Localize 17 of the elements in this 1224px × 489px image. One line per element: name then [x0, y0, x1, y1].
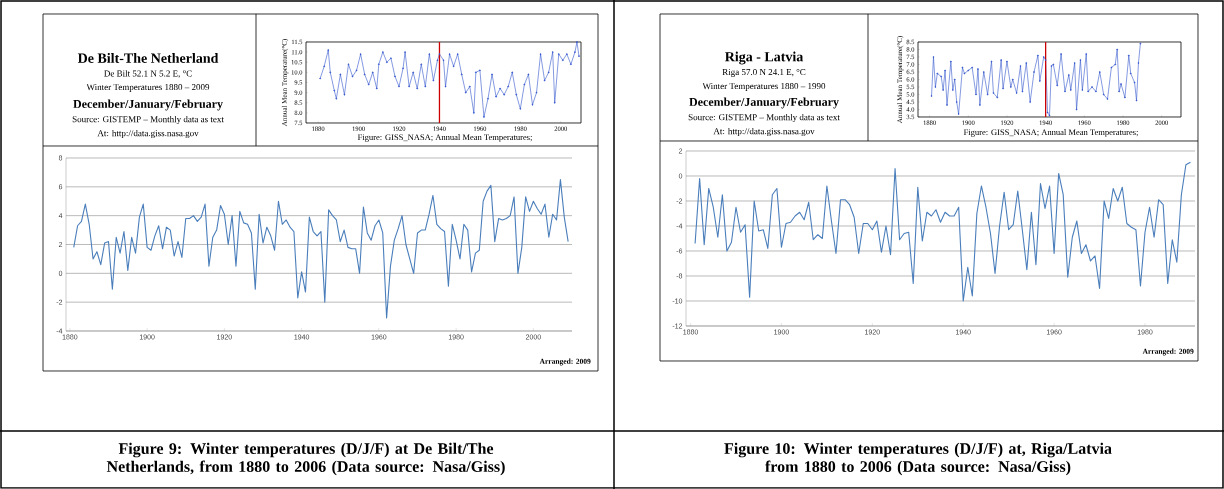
text: Figure: GISS_NASA; Annual Mean Temperatures; [357, 134, 532, 142]
text: Figure: GISS_NASA; Annual Mean Temperatures; [963, 129, 1138, 137]
text: December/January/February [689, 97, 839, 109]
text: Winter Temperatures 1880 – 1990 [702, 83, 826, 91]
text: Winter Temperatures 1880 – 2009 [86, 84, 210, 92]
line-series [694, 161, 1191, 302]
source-note: Source: GISTEMP – Monthly data as text [72, 115, 224, 125]
caption: Figure 9: Winter temperatures (D/J/F) at De Bilt/The Netherlands, from 1880 to 2006 (Data source: Nasa/Giss) [106, 442, 505, 476]
chart-subtitle: De Bilt 52.1 N 5.2 E, °C [104, 70, 192, 78]
text: December/January/February [73, 99, 223, 111]
caption: Figure 10: Winter temperatures (D/J/F) at, Riga/Latvia from 1880 to 2006 (Data source: Nasa/Giss) [724, 442, 1112, 476]
text: At: http://data.giss.nasa.gov [97, 129, 199, 139]
chart-subtitle: Riga 57.0 N 24.1 E, °C [722, 69, 806, 77]
text: At: http://data.giss.nasa.gov [713, 127, 815, 137]
chart-title: Riga - Latvia [724, 51, 804, 65]
source-note: Source: GISTEMP – Monthly data as text [688, 113, 840, 123]
chart-title: De Bilt-The Netherland [77, 53, 219, 63]
